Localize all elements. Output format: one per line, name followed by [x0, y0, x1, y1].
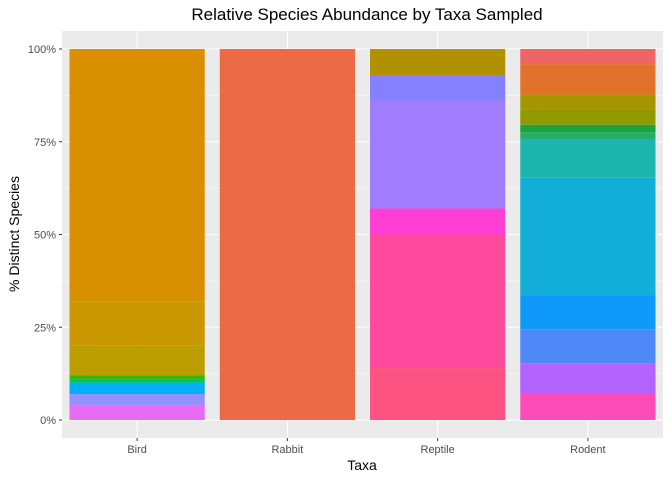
bar-segment-rodent [520, 295, 656, 330]
x-tick-label: Reptile [421, 444, 455, 456]
bar-segment-bird [69, 49, 205, 302]
bar-segment-rodent [520, 132, 656, 140]
bar-segment-bird [69, 375, 205, 380]
y-tick-label: 50% [34, 230, 56, 242]
bar-segment-bird [69, 345, 205, 376]
bar-segment-rodent [520, 49, 656, 65]
bar-segment-rodent [520, 363, 656, 394]
x-axis-title: Taxa [347, 457, 377, 473]
bar-segment-bird [69, 382, 205, 395]
bar-segment-reptile [370, 368, 506, 420]
y-tick-label: 25% [34, 322, 56, 334]
y-tick-label: 75% [34, 137, 56, 149]
bar-segment-rodent [520, 124, 656, 133]
bar-segment-reptile [370, 234, 506, 369]
bar-segment-reptile [370, 74, 506, 101]
bars [69, 49, 656, 420]
x-axis-ticks: Bird Rabbit Reptile Rodent [127, 438, 606, 456]
bar-segment-rodent [520, 139, 656, 178]
bar-segment-bird [69, 379, 205, 383]
x-tick-label: Rodent [570, 444, 605, 456]
bar-segment-reptile [370, 100, 506, 209]
bar-segment-reptile [370, 208, 506, 235]
x-tick-label: Bird [127, 444, 147, 456]
bar-segment-rodent [520, 393, 656, 420]
bar-segment-bird [69, 405, 205, 420]
bar-segment-rodent [520, 177, 656, 296]
y-tick-label: 100% [28, 44, 56, 56]
y-axis-ticks: 0% 25% 50% 75% 100% [28, 44, 62, 427]
y-tick-label: 0% [40, 415, 56, 427]
x-tick-label: Rabbit [271, 444, 303, 456]
bar-segment-rodent [520, 94, 656, 110]
bar-segment-rabbit [219, 49, 355, 420]
bar-segment-rodent [520, 64, 656, 95]
bar-segment-rodent [520, 329, 656, 364]
y-axis-title: % Distinct Species [6, 176, 22, 292]
bar-segment-rodent [520, 109, 656, 125]
bar-segment-reptile [370, 49, 506, 75]
bar-segment-bird [69, 301, 205, 346]
chart-title: Relative Species Abundance by Taxa Sampl… [191, 5, 542, 24]
bar-segment-bird [69, 394, 205, 406]
